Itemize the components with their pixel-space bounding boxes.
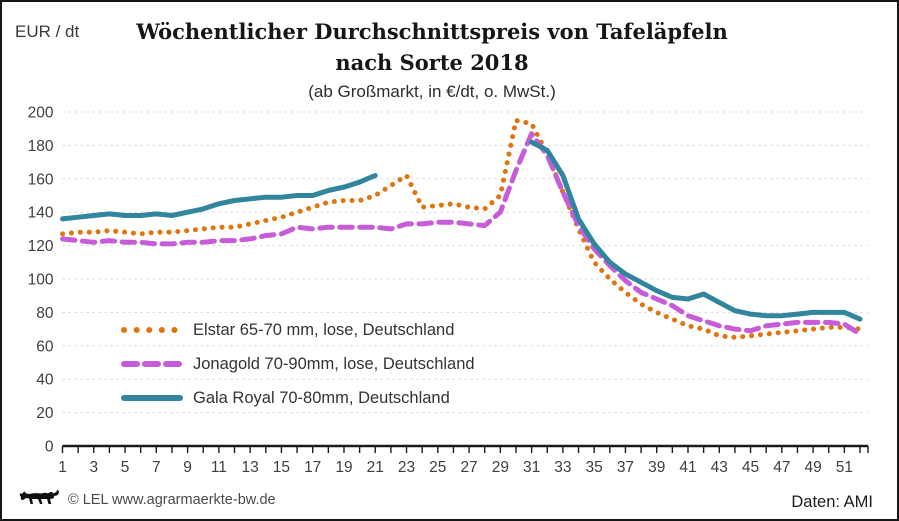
x-tick-label: 19	[335, 459, 352, 476]
y-tick-label: 20	[36, 405, 54, 422]
x-tick-label: 13	[242, 459, 259, 476]
x-tick-label: 51	[836, 459, 853, 476]
legend-label: Gala Royal 70-80mm, Deutschland	[193, 388, 450, 407]
x-tick-label: 3	[89, 459, 98, 476]
legend-item-elstar: Elstar 65-70 mm, lose, Deutschland	[120, 313, 475, 347]
lion-logo-icon	[19, 489, 59, 504]
x-tick-label: 25	[429, 459, 446, 476]
y-tick-label: 80	[36, 305, 54, 322]
series-line-1	[60, 131, 863, 337]
x-tick-label: 35	[586, 459, 603, 476]
legend-item-jonagold: Jonagold 70-90mm, lose, Deutschland	[120, 347, 475, 381]
data-source-label: Daten: AMI	[791, 493, 873, 511]
y-tick-label: 120	[28, 238, 54, 255]
elstar-line-sample-icon	[121, 327, 183, 333]
y-tick-label: 0	[45, 439, 54, 456]
x-tick-label: 17	[304, 459, 321, 476]
x-tick-label: 45	[742, 459, 759, 476]
legend-item-gala: Gala Royal 70-80mm, Deutschland	[120, 381, 475, 415]
y-axis-unit-label: EUR / dt	[15, 22, 80, 41]
x-tick-label: 49	[804, 459, 821, 476]
x-tick-label: 5	[121, 459, 130, 476]
y-tick-label: 200	[28, 105, 54, 122]
legend-label: Elstar 65-70 mm, lose, Deutschland	[193, 320, 455, 339]
y-tick-label: 140	[28, 205, 54, 222]
chart-subtitle: (ab Großmarkt, in €/dt, o. MwSt.)	[308, 82, 556, 101]
x-tick-label: 11	[211, 459, 227, 476]
chart-title-block: Wöchentlicher Durchschnittspreis von Taf…	[62, 16, 802, 104]
chart-title-line2: nach Sorte 2018	[335, 50, 529, 75]
x-tick-label: 1	[58, 459, 67, 476]
x-tick-label: 23	[398, 459, 415, 476]
x-tick-label: 33	[554, 459, 571, 476]
y-tick-label: 180	[28, 138, 54, 155]
x-tick-label: 31	[523, 459, 540, 476]
gala-line-sample-icon	[121, 395, 183, 401]
copyright-text: © LEL www.agrarmaerkte-bw.de	[68, 492, 276, 508]
x-tick-label: 7	[152, 459, 161, 476]
x-tick-label: 9	[183, 459, 192, 476]
x-tick-label: 15	[273, 459, 290, 476]
y-tick-label: 160	[28, 171, 54, 188]
chart-title-line1: Wöchentlicher Durchschnittspreis von Taf…	[136, 19, 728, 44]
y-tick-label: 60	[36, 338, 54, 355]
x-tick-label: 37	[617, 459, 634, 476]
chart-legend: Elstar 65-70 mm, lose, Deutschland Jonag…	[120, 313, 475, 415]
x-tick-label: 43	[711, 459, 728, 476]
footer-branding: © LEL www.agrarmaerkte-bw.de	[17, 488, 276, 512]
x-tick-label: 41	[679, 459, 696, 476]
x-tick-label: 47	[773, 459, 790, 476]
x-tick-label: 29	[492, 459, 509, 476]
series-line-2	[60, 139, 863, 322]
series-line-0	[60, 117, 863, 340]
y-tick-label: 40	[36, 372, 54, 389]
jonagold-line-sample-icon	[121, 361, 183, 367]
y-tick-label: 100	[28, 272, 54, 289]
x-tick-label: 39	[648, 459, 665, 476]
legend-label: Jonagold 70-90mm, lose, Deutschland	[193, 354, 475, 373]
x-tick-label: 27	[460, 459, 477, 476]
x-tick-label: 21	[367, 459, 384, 476]
